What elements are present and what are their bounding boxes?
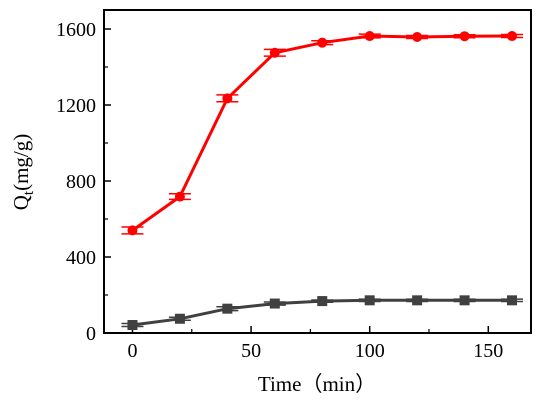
- series-layer: [121, 31, 524, 331]
- series-0: [121, 31, 524, 236]
- series-0-point: [507, 31, 518, 42]
- series-1-point: [222, 303, 233, 314]
- y-axis-title-sub: t: [21, 190, 37, 195]
- series-1-point: [269, 298, 280, 309]
- series-0-point: [364, 31, 375, 42]
- series-0-point: [459, 31, 470, 42]
- x-axis-title: Time（min）: [258, 372, 376, 396]
- series-1-point: [364, 295, 375, 306]
- series-0-point: [127, 225, 138, 236]
- series-1: [121, 295, 524, 331]
- series-1-point: [317, 296, 328, 307]
- plot-frame: [103, 9, 532, 334]
- series-0-point: [174, 191, 185, 202]
- ticks: 0 50 100 150 0 400 800 1200 1600: [56, 19, 503, 362]
- y-tick-label-1200: 1200: [56, 95, 96, 117]
- series-1-point: [459, 295, 470, 306]
- x-tick-label-100: 100: [355, 340, 385, 362]
- series-0-point: [412, 31, 423, 42]
- y-tick-label-0: 0: [86, 323, 96, 345]
- x-tick-label-0: 0: [127, 340, 137, 362]
- series-1-point: [507, 295, 518, 306]
- x-tick-label-50: 50: [241, 340, 261, 362]
- series-0-point: [317, 37, 328, 48]
- series-1-point: [412, 295, 423, 306]
- series-0-line: [131, 34, 513, 232]
- series-0-point: [222, 93, 233, 104]
- y-tick-label-800: 800: [66, 171, 96, 193]
- series-1-point: [127, 320, 138, 331]
- series-1-point: [174, 313, 185, 324]
- y-axis-title: Qt(mg/g): [9, 134, 37, 211]
- x-tick-label-150: 150: [473, 340, 503, 362]
- y-axis-title-main: Q: [9, 195, 33, 210]
- y-tick-label-400: 400: [66, 247, 96, 269]
- y-tick-label-1600: 1600: [56, 19, 96, 41]
- series-0-point: [269, 47, 280, 58]
- y-axis-title-unit: (mg/g): [9, 134, 33, 191]
